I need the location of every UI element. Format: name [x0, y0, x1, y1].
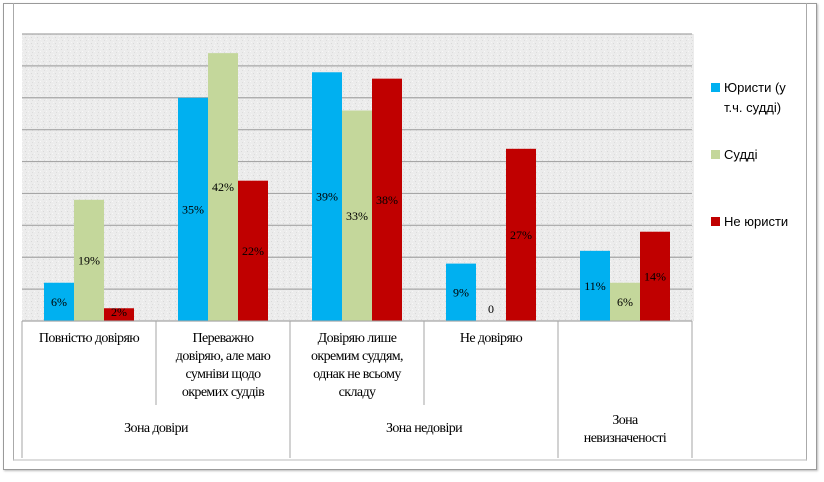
data-label: 35% — [182, 202, 204, 216]
legend-item: Не юристи — [711, 212, 788, 232]
bar — [208, 53, 238, 322]
category-label-line: довіряю, але маю — [175, 349, 271, 364]
bar — [178, 97, 208, 322]
legend-label: т.ч. судді) — [724, 100, 782, 115]
data-label: 19% — [78, 253, 100, 267]
bar — [610, 282, 640, 321]
group-label-line: Зона довіри — [124, 421, 188, 436]
category-label-line: Довіряю лише — [317, 331, 397, 346]
data-label: 33% — [346, 209, 368, 223]
bar — [446, 263, 476, 321]
group-label: Зона недовіри — [290, 420, 558, 438]
data-label: 39% — [316, 190, 338, 204]
legend-label: Не юристи — [724, 214, 789, 229]
category-label: Довіряю лише окремим суддям, однак не всьо… — [290, 330, 424, 402]
category-label-line: сумніви щодо — [185, 367, 262, 382]
bar — [506, 148, 536, 321]
group-label: Зона невизначеності — [558, 412, 692, 448]
category-label-line: Повністю довіряю — [38, 331, 140, 346]
data-label: 22% — [242, 244, 264, 258]
data-label: 11% — [584, 279, 606, 293]
category-label-line: Не довіряю — [459, 331, 523, 346]
legend-swatch — [711, 150, 720, 159]
data-label: 14% — [644, 269, 666, 283]
category-label-line: окремих суддів — [181, 385, 265, 400]
group-label-line: Зона недовіри — [385, 421, 463, 436]
group-label-line: невизначеності — [583, 431, 667, 446]
chart-area-border — [13, 3, 807, 461]
data-label: 27% — [510, 228, 532, 242]
legend-label: Юристи (у — [724, 80, 786, 95]
data-label: 2% — [111, 305, 127, 319]
category-label-line: окремим суддям, — [311, 349, 404, 364]
data-label: 6% — [51, 295, 67, 309]
data-label: 42% — [212, 180, 234, 194]
category-label: Переважно довіряю, але маю сумніви щодо окр… — [156, 330, 290, 402]
bar — [238, 180, 268, 321]
category-label-line: однак не всьому — [313, 367, 401, 382]
legend-item: Судді — [711, 145, 758, 165]
group-label-line: Зона — [612, 413, 638, 428]
bar — [312, 72, 342, 322]
data-label: 6% — [617, 295, 633, 309]
bar — [104, 308, 134, 321]
data-label: 38% — [376, 193, 398, 207]
group-label: Зона довіри — [22, 420, 290, 438]
legend-swatch — [711, 217, 720, 226]
bar — [640, 231, 670, 321]
bar — [74, 199, 104, 321]
legend-item: Юристи (у т.ч. судді) — [711, 78, 786, 118]
category-label: Не довіряю — [424, 330, 558, 348]
bar — [342, 110, 372, 322]
legend-label: Судді — [724, 147, 758, 162]
bar — [580, 250, 610, 321]
legend-swatch — [711, 83, 720, 92]
category-label: Повністю довіряю — [22, 330, 156, 348]
category-label-line: складу — [338, 385, 376, 400]
data-label: 9% — [453, 285, 469, 299]
bar — [372, 78, 402, 322]
bar — [44, 282, 74, 321]
chart-frame — [3, 3, 817, 470]
data-label: 0 — [488, 302, 494, 316]
category-label-line: Переважно — [192, 331, 255, 346]
